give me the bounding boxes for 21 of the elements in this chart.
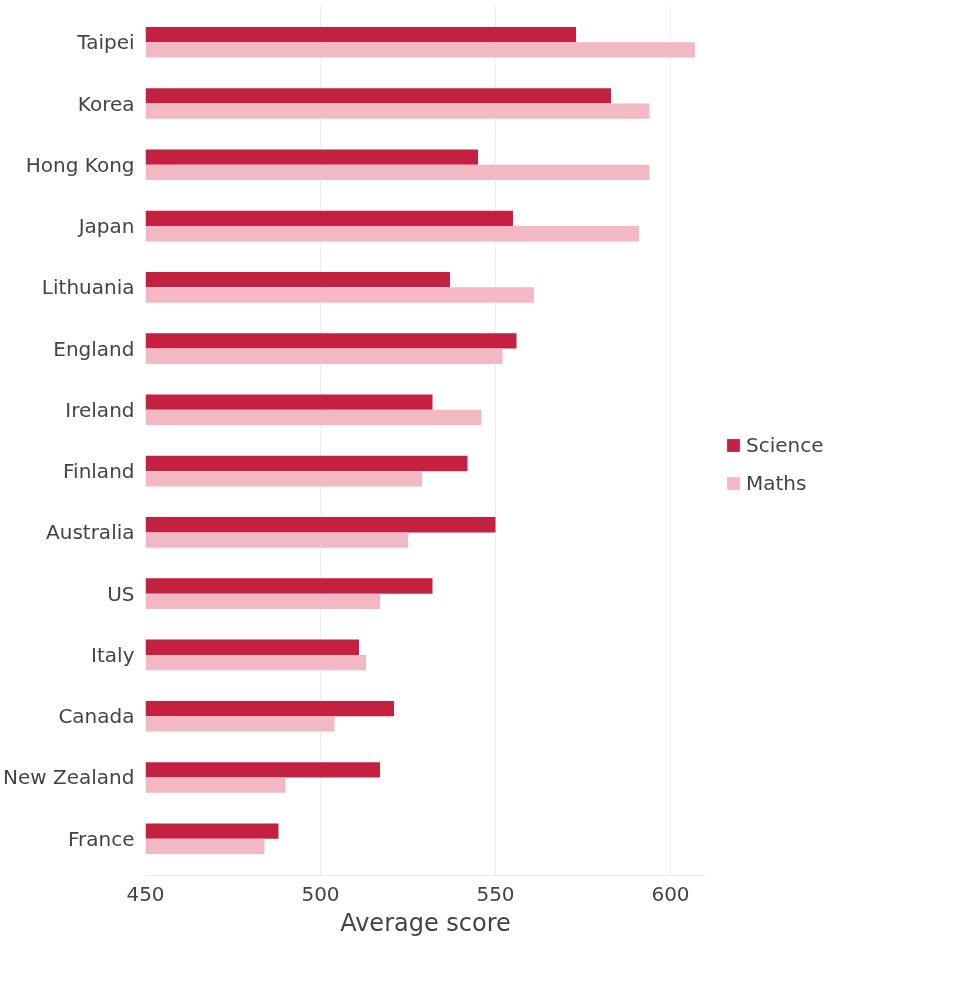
y-tick-label: Italy (91, 642, 135, 667)
y-tick-label: Hong Kong (25, 152, 135, 177)
y-tick-label: Australia (46, 520, 135, 545)
x-tick-label: 450 (126, 881, 165, 906)
y-tick-label: Ireland (65, 397, 135, 422)
y-tick-label: Japan (76, 214, 135, 239)
y-tick-label: Canada (58, 704, 135, 729)
y-tick-label: Finland (63, 459, 135, 484)
y-tick-label: New Zealand (3, 765, 135, 790)
y-tick-label: Korea (77, 91, 135, 116)
legend-label: Maths (746, 471, 807, 495)
y-tick-label: Taipei (76, 30, 135, 55)
x-tick-label: 500 (301, 881, 340, 906)
x-tick-label: 600 (651, 881, 690, 906)
legend-label: Science (746, 433, 824, 457)
x-tick-label: 550 (476, 881, 515, 906)
x-axis-title: Average score (340, 908, 511, 937)
y-tick-label: France (68, 826, 135, 851)
y-tick-label: England (53, 336, 135, 361)
y-tick-label: US (107, 581, 135, 606)
y-tick-label: Lithuania (41, 275, 135, 300)
